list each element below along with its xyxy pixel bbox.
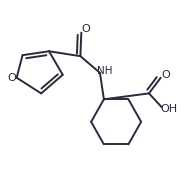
Text: O: O [7, 73, 16, 83]
Text: O: O [161, 70, 170, 80]
Text: NH: NH [97, 66, 112, 76]
Text: O: O [81, 24, 90, 34]
Text: OH: OH [160, 104, 178, 115]
